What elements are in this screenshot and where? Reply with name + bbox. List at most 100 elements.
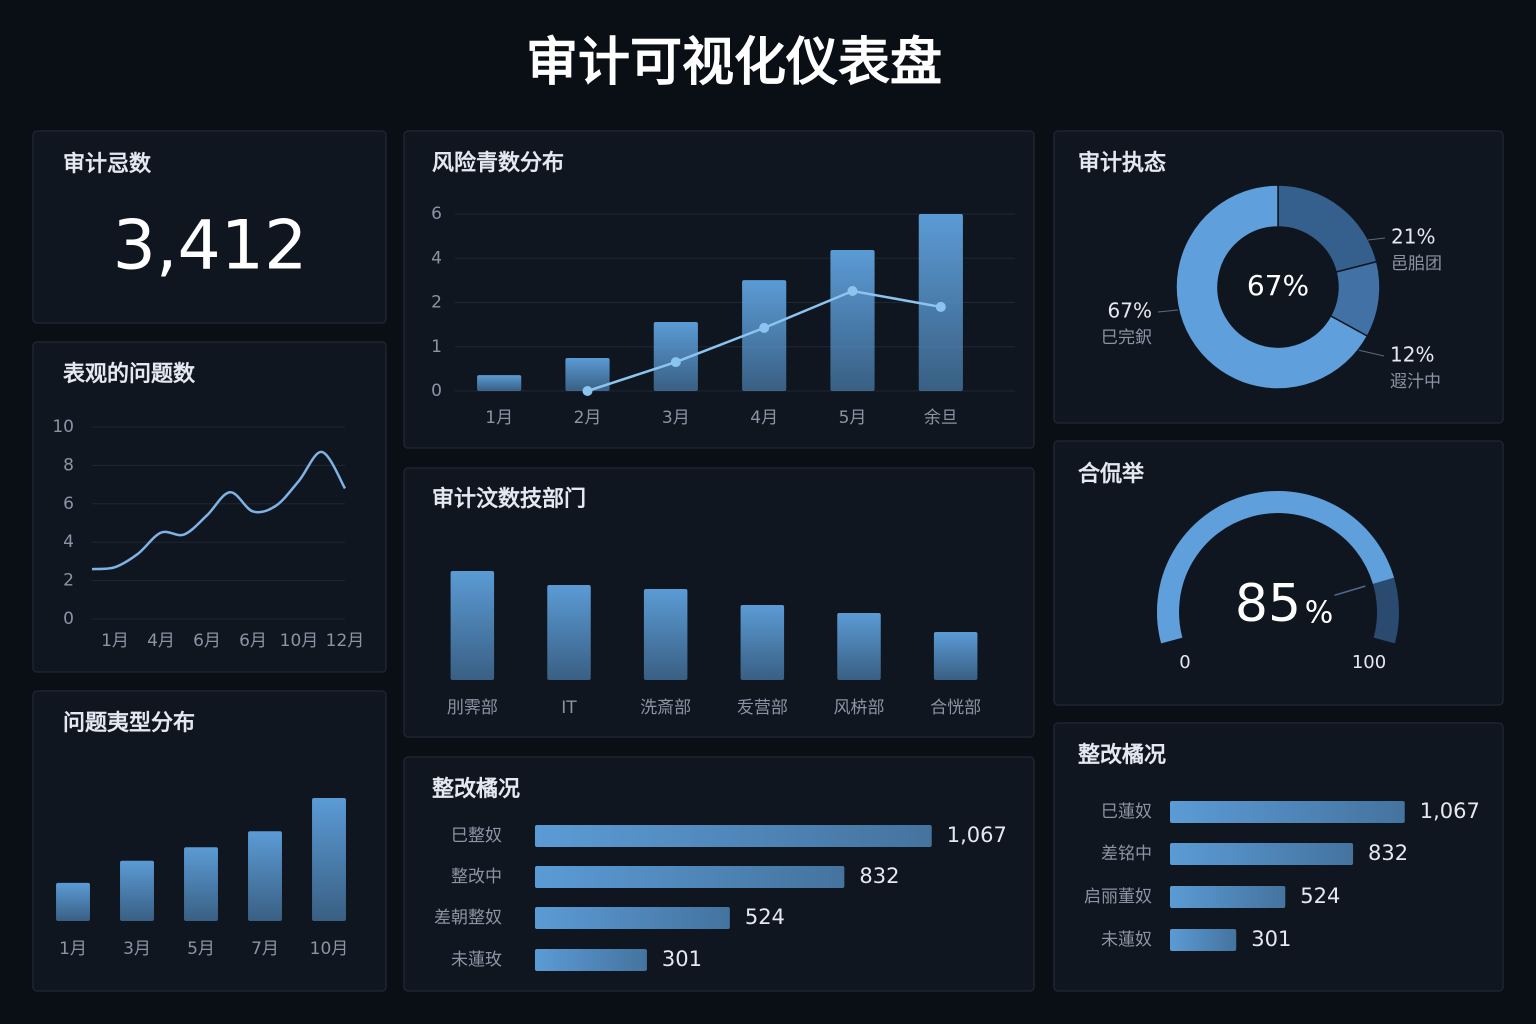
line-marker <box>759 322 770 333</box>
bar <box>312 798 346 921</box>
kpi-panel <box>32 130 387 324</box>
category-label: 遐汁中 <box>1390 372 1441 392</box>
bar <box>535 949 647 971</box>
bar <box>653 321 698 391</box>
bar <box>450 571 495 680</box>
value-label: 524 <box>745 905 785 929</box>
x-tick-label: 5月 <box>839 408 867 428</box>
panel-title: 整改橘况 <box>1078 742 1166 768</box>
panel-title: 审计汶数技部门 <box>432 486 586 512</box>
x-tick-label: 3月 <box>662 408 690 428</box>
x-tick-label: 3月 <box>123 939 151 959</box>
line-marker <box>582 386 593 396</box>
y-tick-label: 2 <box>431 293 442 313</box>
bar <box>837 613 881 680</box>
gauge-max-label: 100 <box>1352 652 1386 673</box>
line-marker <box>935 301 946 312</box>
panel <box>1053 130 1504 424</box>
panel-title: 合侃举 <box>1078 461 1145 487</box>
x-tick-label: 1月 <box>101 631 129 651</box>
bar <box>547 585 591 680</box>
donut-segment <box>1175 184 1369 390</box>
bar <box>1170 843 1354 865</box>
x-tick-label: 1月 <box>485 408 513 428</box>
x-tick-label: 7月 <box>251 939 279 959</box>
x-tick-label: 4月 <box>750 408 778 428</box>
bar <box>742 280 787 391</box>
bar <box>933 632 978 680</box>
bar <box>535 907 730 929</box>
y-tick-label: 8 <box>63 455 74 475</box>
center-label: 67% <box>1247 269 1309 302</box>
y-tick-label: 6 <box>63 494 74 514</box>
line <box>91 450 347 571</box>
bar <box>1170 929 1237 951</box>
line-marker <box>670 357 681 368</box>
panel-title: 审计执态 <box>1078 150 1166 176</box>
y-tick-label: 2 <box>63 571 74 591</box>
leader-line <box>1367 237 1386 241</box>
x-tick-label: 6月 <box>193 631 221 651</box>
category-label: 巳蓮奴 <box>1101 802 1152 822</box>
gauge-unit: % <box>1305 596 1334 631</box>
y-tick-label: 0 <box>431 381 442 401</box>
category-label: 巳整奴 <box>451 826 502 846</box>
bar <box>535 866 845 888</box>
bar <box>740 605 785 680</box>
y-tick-label: 10 <box>52 417 74 437</box>
x-tick-label: 叐营部 <box>737 698 788 718</box>
x-tick-label: 余旦 <box>924 408 958 428</box>
category-label: 未蓮奴 <box>1101 930 1152 950</box>
value-label: 1,067 <box>947 823 1007 847</box>
value-label: 301 <box>1251 927 1291 951</box>
x-tick-label: 10月 <box>310 939 349 959</box>
panel-title: 问题夷型分布 <box>63 710 195 736</box>
kpi-value: 3,412 <box>113 207 308 286</box>
value-label: 301 <box>662 947 702 971</box>
x-tick-label: 5月 <box>187 939 215 959</box>
bar <box>184 847 218 921</box>
value-label: 12% <box>1390 343 1434 367</box>
gauge-value <box>1157 491 1395 644</box>
value-label: 524 <box>1300 884 1340 908</box>
category-label: 差铭中 <box>1101 844 1152 864</box>
leader-line <box>1157 309 1179 313</box>
gauge-min-label: 0 <box>1179 652 1190 673</box>
panel-title: 风险青数分布 <box>432 150 564 176</box>
category-label: 未蓮玫 <box>451 950 502 970</box>
panel <box>403 130 1035 449</box>
gauge-needle <box>1334 585 1366 596</box>
x-tick-label: 洗斎部 <box>640 698 691 718</box>
value-label: 21% <box>1391 225 1435 249</box>
y-tick-label: 4 <box>63 532 74 552</box>
category-label: 邑䏨团 <box>1391 254 1442 274</box>
value-label: 1,067 <box>1420 799 1480 823</box>
bar <box>565 357 610 391</box>
x-tick-label: 4月 <box>147 631 175 651</box>
x-tick-label: 合恍部 <box>930 698 981 718</box>
bar <box>535 825 932 847</box>
x-tick-label: 刖霁部 <box>447 698 498 718</box>
y-tick-label: 0 <box>63 609 74 629</box>
bar <box>830 249 875 391</box>
leader-line <box>1357 349 1385 357</box>
bar <box>248 831 282 921</box>
y-tick-label: 4 <box>431 248 442 268</box>
x-tick-label: 6月 <box>239 631 267 651</box>
bar <box>1170 886 1286 908</box>
bar <box>1170 801 1405 823</box>
value-label: 832 <box>859 864 899 888</box>
x-tick-label: 10月 <box>280 631 319 651</box>
y-tick-label: 6 <box>431 204 442 224</box>
bar <box>56 882 90 921</box>
bar <box>120 860 154 921</box>
x-tick-label: 1月 <box>59 939 87 959</box>
category-label: 启丽董奴 <box>1084 887 1152 907</box>
kpi-label: 审计忌数 <box>63 151 152 177</box>
x-tick-label: 12月 <box>326 631 365 651</box>
category-label: 整改中 <box>451 867 502 887</box>
line-marker <box>847 285 858 296</box>
panel-title: 整改橘况 <box>432 776 520 802</box>
value-label: 832 <box>1368 841 1408 865</box>
